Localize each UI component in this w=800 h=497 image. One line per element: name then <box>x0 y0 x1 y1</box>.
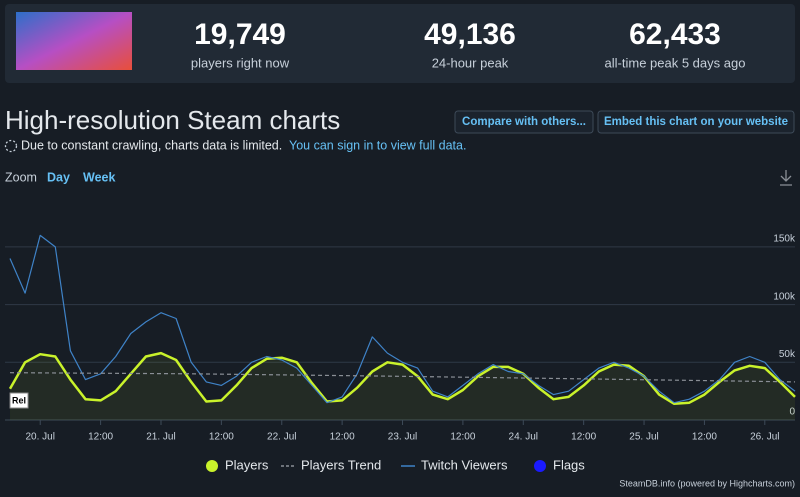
credit: SteamDB.info (powered by Highcharts.com) <box>619 478 795 488</box>
button[interactable] <box>454 110 594 134</box>
stat-label: all-time peak 5 days ago <box>605 55 746 70</box>
x-tick-label: 20. Jul <box>25 432 54 443</box>
x-tick-label: 24. Jul <box>509 432 538 443</box>
button-label[interactable]: Compare with others... <box>462 116 586 128</box>
game-thumbnail[interactable] <box>16 12 132 70</box>
button-label[interactable]: Embed this chart on your website <box>604 116 788 128</box>
zoom-option[interactable]: Day <box>47 170 70 184</box>
x-tick-label: 12:00 <box>692 432 717 443</box>
chart: 0 50k 100k 150k 20. Jul 12:00 21. Jul 12:00 22. … <box>5 234 796 472</box>
stat-label: players right now <box>191 55 290 70</box>
legend-label: Twitch Viewers <box>421 457 508 472</box>
zoom-option[interactable]: Week <box>83 170 115 184</box>
flag-label: Rel <box>12 395 26 405</box>
y-tick-label: 0 <box>789 407 795 418</box>
y-tick-label: 100k <box>773 291 796 302</box>
legend-label: Players Trend <box>301 457 381 472</box>
x-tick-label: 12:00 <box>571 432 596 443</box>
legend-symbol <box>206 460 218 472</box>
legend-label: Flags <box>553 457 585 472</box>
flag <box>9 392 29 409</box>
notice: Due to constant crawling, charts data is… <box>21 138 282 152</box>
page-title: High-resolution Steam charts <box>5 105 340 135</box>
x-tick-label: 22. Jul <box>267 432 296 443</box>
y-tick-label: 50k <box>779 349 796 360</box>
legend-label: Players <box>225 457 269 472</box>
series-line <box>9 372 796 383</box>
loading-icon <box>4 139 18 153</box>
download-icon[interactable] <box>780 170 792 186</box>
x-tick-label: 25. Jul <box>629 432 658 443</box>
legend-symbol <box>534 460 546 472</box>
stat-value: 19,749 <box>194 18 286 51</box>
stat-value: 62,433 <box>629 18 721 51</box>
x-tick-label: 12:00 <box>330 432 355 443</box>
players-area <box>10 353 795 420</box>
x-tick-label: 23. Jul <box>388 432 417 443</box>
stat-value: 49,136 <box>424 18 516 51</box>
stat-label: 24-hour peak <box>432 55 509 70</box>
y-tick-label: 150k <box>773 234 796 245</box>
series-line <box>8 351 796 406</box>
x-tick-label: 26. Jul <box>750 432 779 443</box>
button[interactable] <box>597 110 795 134</box>
x-tick-label: 12:00 <box>88 432 113 443</box>
x-tick-label: 12:00 <box>450 432 475 443</box>
series-line <box>9 234 796 404</box>
notice-link[interactable]: You can sign in to view full data. <box>289 138 466 152</box>
x-tick-label: 12:00 <box>209 432 234 443</box>
x-tick-label: 21. Jul <box>146 432 175 443</box>
zoom-label: Zoom <box>5 170 37 184</box>
header-bar <box>5 4 795 83</box>
